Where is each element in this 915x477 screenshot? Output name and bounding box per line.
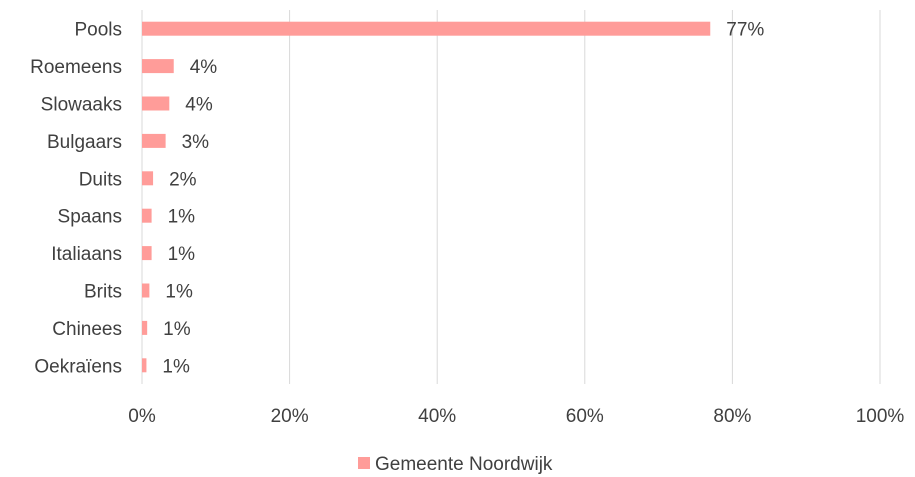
- category-label: Slowaaks: [41, 95, 122, 116]
- gridlines: [141, 10, 881, 384]
- legend-label: Gemeente Noordwijk: [375, 454, 553, 475]
- data-label: 3%: [182, 132, 210, 153]
- data-label: 4%: [190, 57, 218, 78]
- data-label: 1%: [165, 282, 193, 303]
- x-tick-label: 80%: [713, 406, 751, 427]
- bar-oekraïens: [142, 358, 147, 373]
- bar-slowaaks: [142, 96, 170, 111]
- x-axis-tick-labels: 0% 20% 40% 60% 80% 100%: [128, 406, 904, 427]
- x-tick-label: 40%: [418, 406, 456, 427]
- category-label: Chinees: [52, 319, 122, 340]
- bars: [142, 21, 711, 373]
- category-label: Bulgaars: [47, 132, 122, 153]
- data-label: 1%: [168, 244, 196, 265]
- category-label: Duits: [79, 169, 122, 190]
- x-tick-label: 0%: [128, 406, 156, 427]
- legend-swatch: [358, 457, 370, 469]
- data-label: 1%: [163, 319, 191, 340]
- data-label: 1%: [168, 207, 196, 228]
- category-label: Pools: [74, 20, 122, 41]
- data-labels: 77% 4% 4% 3% 2% 1% 1% 1% 1% 1%: [162, 20, 764, 378]
- category-label: Brits: [84, 282, 122, 303]
- bar-italiaans: [142, 246, 152, 261]
- bar-bulgaars: [142, 133, 166, 148]
- bar-duits: [142, 171, 154, 186]
- data-label: 4%: [185, 95, 213, 116]
- bar-pools: [142, 21, 711, 36]
- category-label: Italiaans: [51, 244, 122, 265]
- x-tick-label: 100%: [856, 406, 905, 427]
- data-label: 2%: [169, 169, 197, 190]
- category-label: Roemeens: [30, 57, 122, 78]
- legend: Gemeente Noordwijk: [358, 454, 553, 475]
- bar-roemeens: [142, 59, 174, 74]
- x-tick-label: 60%: [566, 406, 604, 427]
- bar-spaans: [142, 208, 152, 223]
- bar-brits: [142, 283, 150, 298]
- category-label: Spaans: [58, 207, 122, 228]
- category-labels: Pools Roemeens Slowaaks Bulgaars Duits Spaans…: [30, 20, 122, 378]
- data-label: 1%: [162, 356, 190, 377]
- data-label: 77%: [726, 20, 764, 41]
- x-tick-label: 20%: [271, 406, 309, 427]
- bar-chinees: [142, 320, 148, 335]
- category-label: Oekraïens: [34, 356, 122, 377]
